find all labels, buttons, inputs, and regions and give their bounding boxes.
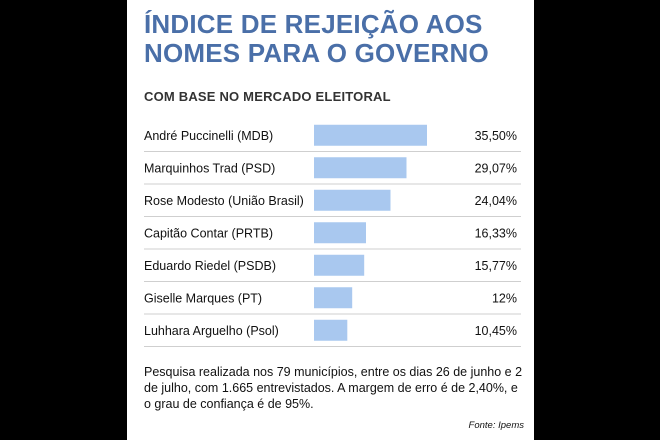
value-label: 12% bbox=[492, 291, 517, 305]
bar bbox=[314, 189, 391, 211]
value-label: 29,07% bbox=[475, 161, 517, 175]
category-label: Giselle Marques (PT) bbox=[144, 291, 262, 305]
bar bbox=[314, 157, 407, 179]
value-label: 16,33% bbox=[475, 226, 517, 240]
category-label: Eduardo Riedel (PSDB) bbox=[144, 259, 276, 273]
source-label: Fonte: Ipems bbox=[468, 420, 524, 431]
value-label: 10,45% bbox=[475, 324, 517, 338]
value-label: 15,77% bbox=[475, 259, 517, 273]
bar bbox=[314, 254, 365, 276]
chart-subtitle: COM BASE NO MERCADO ELEITORAL bbox=[144, 89, 391, 104]
chart-title: ÍNDICE DE REJEIÇÃO AOS NOMES PARA O GOVE… bbox=[144, 9, 489, 68]
bar bbox=[314, 319, 348, 341]
category-label: Capitão Contar (PRTB) bbox=[144, 226, 273, 240]
survey-footnote: Pesquisa realizada nos 79 municípios, en… bbox=[144, 365, 523, 411]
bar bbox=[314, 287, 353, 309]
category-label: Marquinhos Trad (PSD) bbox=[144, 161, 275, 175]
bar bbox=[314, 124, 427, 146]
value-label: 35,50% bbox=[475, 129, 517, 143]
category-label: Rose Modesto (União Brasil) bbox=[144, 194, 304, 208]
bar bbox=[314, 222, 366, 244]
category-label: André Puccinelli (MDB) bbox=[144, 129, 273, 143]
value-label: 24,04% bbox=[475, 194, 517, 208]
bar-chart: André Puccinelli (MDB) 35,50% Marquinhos T… bbox=[144, 124, 521, 347]
category-label: Luhhara Arguelho (Psol) bbox=[144, 324, 279, 338]
infographic-card: ÍNDICE DE REJEIÇÃO AOS NOMES PARA O GOVE… bbox=[127, 0, 534, 440]
